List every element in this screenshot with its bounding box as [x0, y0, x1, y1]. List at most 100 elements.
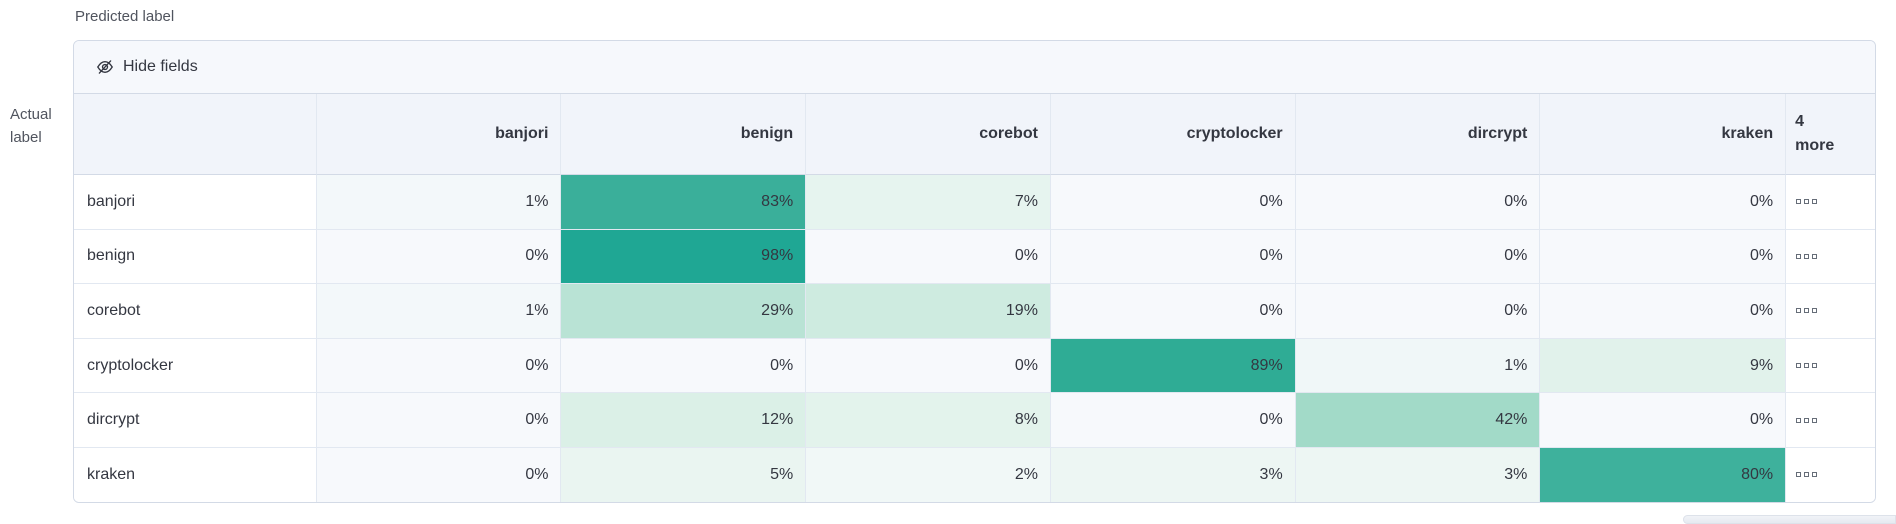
matrix-cell[interactable]: 1%: [1295, 338, 1541, 394]
matrix-cell[interactable]: 0%: [806, 338, 1051, 394]
more-columns-cell[interactable]: [1786, 447, 1875, 502]
matrix-cell[interactable]: 0%: [1295, 284, 1541, 339]
more-columns-cell[interactable]: [1786, 284, 1875, 339]
boxes-horizontal-icon: [1796, 253, 1818, 259]
column-header-cryptolocker[interactable]: cryptolocker: [1050, 94, 1296, 175]
box-glyph: [1796, 472, 1802, 478]
matrix-cell[interactable]: 0%: [316, 338, 562, 394]
matrix-cell[interactable]: 0%: [561, 338, 807, 394]
matrix-cell[interactable]: 9%: [1540, 338, 1787, 394]
matrix-cell[interactable]: 2%: [806, 447, 1051, 502]
row-label-kraken[interactable]: kraken: [74, 447, 317, 502]
matrix-cell[interactable]: 98%: [561, 229, 807, 285]
column-header-corebot[interactable]: corebot: [806, 94, 1051, 175]
matrix-cell[interactable]: 1%: [316, 284, 562, 339]
row-label-corebot[interactable]: corebot: [74, 284, 317, 339]
box-glyph: [1804, 199, 1810, 205]
matrix-cell[interactable]: 0%: [1050, 284, 1296, 339]
matrix-cell[interactable]: 0%: [1540, 284, 1787, 339]
matrix-cell[interactable]: 0%: [1050, 175, 1296, 230]
row-label-benign[interactable]: benign: [74, 229, 317, 285]
horizontal-scrollbar-thumb[interactable]: [1683, 515, 1896, 524]
more-header-line1: 4: [1795, 113, 1805, 130]
matrix-cell[interactable]: 19%: [806, 284, 1051, 339]
matrix-cell[interactable]: 0%: [316, 447, 562, 502]
actual-axis-label: Actual label: [10, 103, 52, 149]
table-row: banjori 1% 83% 7% 0% 0% 0%: [74, 175, 1875, 230]
matrix-cell[interactable]: 8%: [806, 393, 1051, 448]
box-glyph: [1796, 253, 1802, 259]
eye-closed-icon: [96, 58, 114, 76]
predicted-axis-label: Predicted label: [75, 8, 175, 25]
box-glyph: [1804, 472, 1810, 478]
matrix-cell[interactable]: 5%: [561, 447, 807, 502]
matrix-cell[interactable]: 89%: [1050, 338, 1296, 394]
more-columns-cell[interactable]: [1786, 229, 1875, 285]
matrix-cell[interactable]: 0%: [1540, 393, 1787, 448]
box-glyph: [1812, 199, 1818, 205]
box-glyph: [1804, 253, 1810, 259]
matrix-cell[interactable]: 12%: [561, 393, 807, 448]
box-glyph: [1796, 199, 1802, 205]
box-glyph: [1812, 308, 1818, 314]
more-columns-cell[interactable]: [1786, 393, 1875, 448]
box-glyph: [1796, 363, 1802, 369]
hide-fields-label: Hide fields: [123, 58, 198, 75]
more-columns-cell[interactable]: [1786, 175, 1875, 230]
matrix-cell[interactable]: 0%: [1540, 175, 1787, 230]
row-label-banjori[interactable]: banjori: [74, 175, 317, 230]
box-glyph: [1804, 308, 1810, 314]
matrix-cell[interactable]: 42%: [1295, 393, 1541, 448]
hide-fields-button[interactable]: Hide fields: [90, 54, 204, 80]
box-glyph: [1804, 417, 1810, 423]
table-row: benign 0% 98% 0% 0% 0% 0%: [74, 229, 1875, 285]
matrix-cell[interactable]: 83%: [561, 175, 807, 230]
box-glyph: [1804, 363, 1810, 369]
column-header-more[interactable]: 4 more: [1786, 94, 1875, 175]
actual-axis-label-line2: label: [10, 129, 42, 146]
matrix-cell[interactable]: 0%: [1050, 393, 1296, 448]
header-corner-cell: [74, 94, 317, 175]
box-glyph: [1812, 363, 1818, 369]
matrix-cell[interactable]: 80%: [1540, 447, 1787, 502]
box-glyph: [1796, 308, 1802, 314]
more-columns-cell[interactable]: [1786, 338, 1875, 394]
boxes-horizontal-icon: [1796, 363, 1818, 369]
table-row: dircrypt 0% 12% 8% 0% 42% 0%: [74, 393, 1875, 448]
grid-body: banjori 1% 83% 7% 0% 0% 0% benign 0% 98% 0% 0% 0% 0% c…: [74, 175, 1875, 502]
confusion-matrix-panel: Hide fields banjori benign corebot cryptolo…: [73, 40, 1876, 503]
matrix-cell[interactable]: 1%: [316, 175, 562, 230]
box-glyph: [1812, 417, 1818, 423]
column-header-dircrypt[interactable]: dircrypt: [1295, 94, 1541, 175]
boxes-horizontal-icon: [1796, 417, 1818, 423]
column-header-banjori[interactable]: banjori: [316, 94, 562, 175]
header-row: banjori benign corebot cryptolocker dircrypt…: [74, 94, 1875, 175]
boxes-horizontal-icon: [1796, 472, 1818, 478]
matrix-cell[interactable]: 3%: [1050, 447, 1296, 502]
boxes-horizontal-icon: [1796, 308, 1818, 314]
matrix-cell[interactable]: 3%: [1295, 447, 1541, 502]
matrix-cell[interactable]: 7%: [806, 175, 1051, 230]
row-label-dircrypt[interactable]: dircrypt: [74, 393, 317, 448]
actual-axis-label-line1: Actual: [10, 106, 52, 123]
matrix-cell[interactable]: 0%: [806, 229, 1051, 285]
grid-toolbar: Hide fields: [74, 41, 1875, 94]
table-row: cryptolocker 0% 0% 0% 89% 1% 9%: [74, 338, 1875, 394]
boxes-horizontal-icon: [1796, 199, 1818, 205]
matrix-cell[interactable]: 0%: [1295, 229, 1541, 285]
matrix-cell[interactable]: 29%: [561, 284, 807, 339]
matrix-cell[interactable]: 0%: [1540, 229, 1787, 285]
matrix-cell[interactable]: 0%: [316, 393, 562, 448]
box-glyph: [1812, 253, 1818, 259]
more-header-line2: more: [1795, 137, 1835, 154]
matrix-cell[interactable]: 0%: [1050, 229, 1296, 285]
matrix-cell[interactable]: 0%: [1295, 175, 1541, 230]
matrix-cell[interactable]: 0%: [316, 229, 562, 285]
box-glyph: [1796, 417, 1802, 423]
row-label-cryptolocker[interactable]: cryptolocker: [74, 338, 317, 394]
column-header-benign[interactable]: benign: [561, 94, 807, 175]
column-header-kraken[interactable]: kraken: [1540, 94, 1787, 175]
table-row: kraken 0% 5% 2% 3% 3% 80%: [74, 447, 1875, 502]
table-row: corebot 1% 29% 19% 0% 0% 0%: [74, 284, 1875, 339]
box-glyph: [1812, 472, 1818, 478]
